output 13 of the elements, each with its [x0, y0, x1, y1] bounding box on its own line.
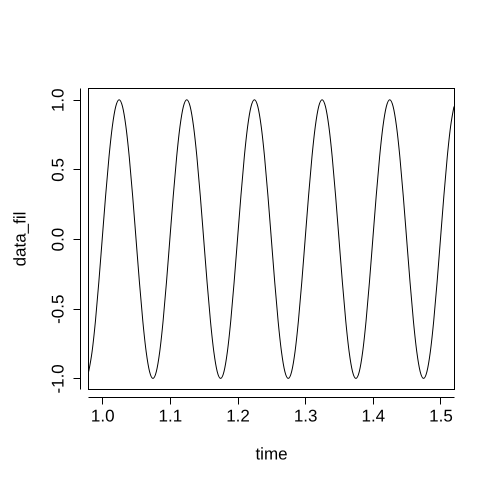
x-tick-label: 1.0 — [90, 406, 115, 426]
y-tick-label: 1.0 — [48, 88, 68, 112]
y-tick-label: -1.0 — [48, 364, 68, 394]
y-tick-label: 0.0 — [48, 228, 68, 252]
y-axis-title: data_fil — [10, 212, 30, 266]
x-axis-title: time — [255, 444, 288, 464]
x-tick-label: 1.3 — [294, 406, 318, 426]
x-tick-label: 1.5 — [429, 406, 453, 426]
y-tick-label: -0.5 — [48, 294, 68, 324]
x-tick-label: 1.4 — [361, 406, 386, 426]
y-tick-label: 0.5 — [48, 158, 68, 182]
x-tick-label: 1.2 — [226, 406, 250, 426]
x-tick-label: 1.1 — [158, 406, 182, 426]
